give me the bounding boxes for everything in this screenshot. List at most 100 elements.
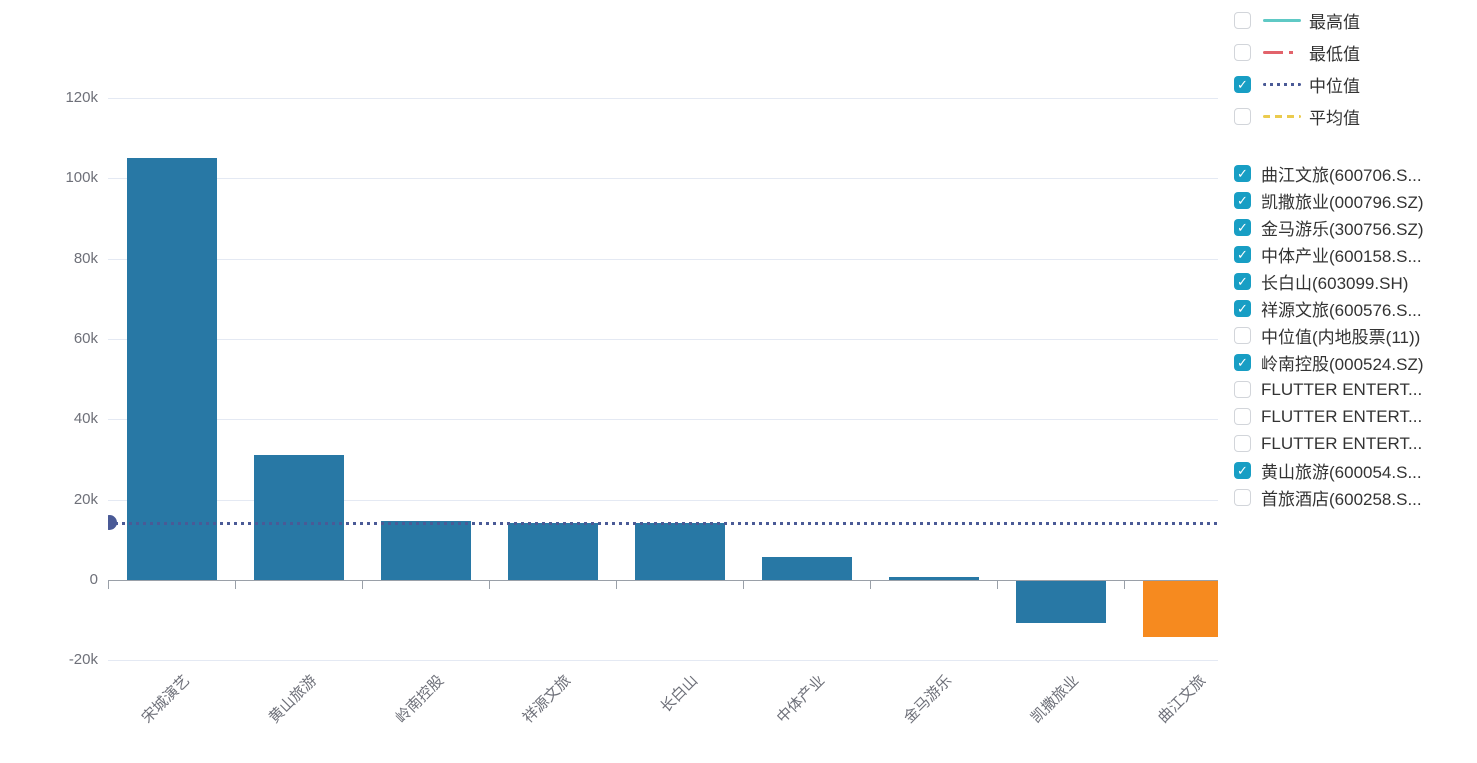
- legend-stat-item[interactable]: 最低值: [1234, 36, 1360, 68]
- bar-宋城演艺[interactable]: [126, 158, 217, 580]
- checkbox[interactable]: [1234, 489, 1251, 506]
- x-axis-category-label: 金马游乐: [901, 672, 956, 727]
- legend-series-label: 首旅酒店(600258.S...: [1261, 490, 1422, 509]
- legend-series-item[interactable]: FLUTTER ENTERT...: [1234, 376, 1424, 403]
- check-icon: ✓: [1237, 193, 1248, 208]
- gridline: [108, 258, 1218, 260]
- x-axis-category-label: 长白山: [657, 672, 702, 716]
- bar-曲江文旅[interactable]: [1142, 581, 1218, 637]
- gridline: [108, 499, 1218, 501]
- y-axis-tick-label: 0: [89, 571, 98, 588]
- bar-岭南控股[interactable]: [380, 520, 471, 580]
- legend-stat-lines: 最高值最低值 ✓ 中位值平均值: [1234, 4, 1360, 132]
- legend-series-label: FLUTTER ENTERT...: [1261, 406, 1423, 426]
- x-axis-tick: [997, 581, 998, 589]
- legend-series-list: ✓ 曲江文旅(600706.S... ✓ 凯撒旅业(000796.SZ) ✓ 金马游乐(3…: [1234, 160, 1424, 511]
- legend-series-item[interactable]: 首旅酒店(600258.S...: [1234, 484, 1424, 511]
- legend-series-label: FLUTTER ENTERT...: [1261, 379, 1423, 399]
- legend-line-sample: [1263, 114, 1301, 118]
- y-axis-tick-label: 80k: [73, 249, 98, 267]
- check-icon: ✓: [1237, 166, 1248, 181]
- legend-series-item[interactable]: ✓ 金马游乐(300756.SZ): [1234, 214, 1424, 241]
- legend-series-item[interactable]: ✓ 曲江文旅(600706.S...: [1234, 160, 1424, 187]
- legend-series-label: 岭南控股(000524.SZ): [1261, 355, 1424, 374]
- legend-stat-label: 最低值: [1309, 44, 1360, 64]
- checkbox[interactable]: ✓: [1234, 192, 1251, 209]
- checkbox[interactable]: ✓: [1234, 165, 1251, 182]
- gridline: [108, 419, 1218, 421]
- legend-stat-item[interactable]: 最高值: [1234, 4, 1360, 36]
- legend-series-label: 中位值(内地股票(11)): [1261, 328, 1421, 347]
- check-icon: ✓: [1237, 76, 1248, 92]
- y-axis-tick-label: -20k: [68, 651, 98, 669]
- legend-series-label: 凯撒旅业(000796.SZ): [1261, 193, 1424, 212]
- legend-series-label: 长白山(603099.SH): [1261, 274, 1409, 293]
- checkbox[interactable]: ✓: [1234, 354, 1251, 371]
- check-icon: ✓: [1237, 274, 1248, 289]
- legend-stat-label: 中位值: [1309, 76, 1360, 96]
- legend-series-label: 祥源文旅(600576.S...: [1261, 301, 1422, 320]
- legend-series-label: 中体产业(600158.S...: [1261, 247, 1422, 266]
- checkbox[interactable]: [1234, 107, 1251, 125]
- checkbox[interactable]: [1234, 11, 1251, 29]
- legend-series-label: 曲江文旅(600706.S...: [1261, 166, 1422, 185]
- x-axis-category-label: 宋城演艺: [139, 672, 194, 727]
- gridline: [108, 660, 1218, 662]
- checkbox[interactable]: [1234, 43, 1251, 61]
- y-axis-tick-label: 120k: [65, 88, 98, 106]
- gridline: [108, 338, 1218, 340]
- legend-series-item[interactable]: FLUTTER ENTERT...: [1234, 403, 1424, 430]
- gridline: [108, 97, 1218, 99]
- legend-series-item[interactable]: 中位值(内地股票(11)): [1234, 322, 1424, 349]
- x-axis-tick: [870, 581, 871, 589]
- x-axis-category-label: 岭南控股: [393, 672, 448, 727]
- check-icon: ✓: [1237, 247, 1248, 262]
- checkbox[interactable]: ✓: [1234, 273, 1251, 290]
- legend-series-item[interactable]: ✓ 凯撒旅业(000796.SZ): [1234, 187, 1424, 214]
- y-axis-tick-label: 20k: [73, 490, 98, 508]
- legend-stat-item[interactable]: ✓ 中位值: [1234, 68, 1360, 100]
- checkbox[interactable]: ✓: [1234, 219, 1251, 236]
- bar-中体产业[interactable]: [761, 557, 852, 580]
- legend-series-item[interactable]: ✓ 长白山(603099.SH): [1234, 268, 1424, 295]
- legend-series-label: 金马游乐(300756.SZ): [1261, 220, 1424, 239]
- legend-line-sample: [1263, 50, 1301, 54]
- x-axis-category-label: 中体产业: [774, 672, 829, 727]
- y-axis-tick-label: 60k: [73, 329, 98, 347]
- checkbox[interactable]: ✓: [1234, 246, 1251, 263]
- checkbox[interactable]: ✓: [1234, 75, 1251, 93]
- checkbox[interactable]: ✓: [1234, 462, 1251, 479]
- checkbox[interactable]: [1234, 435, 1251, 452]
- legend-stat-item[interactable]: 平均值: [1234, 100, 1360, 132]
- bar-祥源文旅[interactable]: [507, 522, 598, 580]
- x-axis-tick: [235, 581, 236, 589]
- legend-stat-label: 最高值: [1309, 12, 1360, 32]
- legend-series-item[interactable]: ✓ 祥源文旅(600576.S...: [1234, 295, 1424, 322]
- x-axis-category-label: 祥源文旅: [520, 672, 575, 727]
- legend-series-label: FLUTTER ENTERT...: [1261, 433, 1423, 453]
- x-axis-category-label: 凯撒旅业: [1028, 672, 1083, 727]
- bar-凯撒旅业[interactable]: [1015, 581, 1106, 623]
- x-axis-category-label: 黄山旅游: [266, 672, 321, 727]
- check-icon: ✓: [1237, 355, 1248, 370]
- check-icon: ✓: [1237, 463, 1248, 478]
- checkbox[interactable]: [1234, 327, 1251, 344]
- gridline: [108, 178, 1218, 180]
- bar-黄山旅游[interactable]: [253, 455, 344, 580]
- legend-series-item[interactable]: ✓ 黄山旅游(600054.S...: [1234, 457, 1424, 484]
- legend-stat-label: 平均值: [1309, 108, 1360, 128]
- checkbox[interactable]: [1234, 381, 1251, 398]
- legend-series-item[interactable]: ✓ 中体产业(600158.S...: [1234, 241, 1424, 268]
- checkbox[interactable]: [1234, 408, 1251, 425]
- checkbox[interactable]: ✓: [1234, 300, 1251, 317]
- legend-line-sample: [1263, 82, 1301, 86]
- legend-series-item[interactable]: FLUTTER ENTERT...: [1234, 430, 1424, 457]
- bar-长白山[interactable]: [634, 522, 725, 580]
- check-icon: ✓: [1237, 220, 1248, 235]
- bar-金马游乐[interactable]: [888, 576, 979, 580]
- x-axis-tick: [1124, 581, 1125, 589]
- legend-series-item[interactable]: ✓ 岭南控股(000524.SZ): [1234, 349, 1424, 376]
- check-icon: ✓: [1237, 301, 1248, 316]
- x-axis-tick: [743, 581, 744, 589]
- x-axis-line: [108, 580, 1218, 581]
